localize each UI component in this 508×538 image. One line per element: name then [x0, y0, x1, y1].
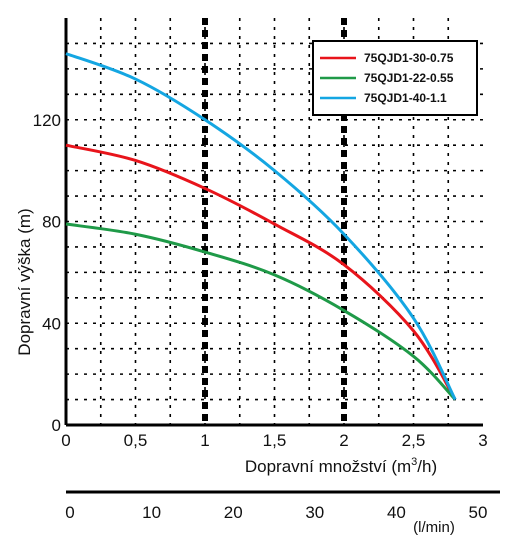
secondary-tick-label: 30 [305, 503, 324, 522]
secondary-tick-label: 40 [387, 503, 406, 522]
legend: 75QJD1-30-0.75 75QJD1-22-0.55 75QJD1-40-1.… [312, 40, 478, 116]
series-layer [65, 52, 457, 401]
y-tick-label: 120 [33, 111, 61, 130]
x-axis-title: Dopravní množství (m3/h) [245, 456, 437, 476]
x-tick-label: 2 [339, 431, 348, 450]
y-axis-title: Dopravní výška (m) [15, 208, 34, 355]
x-tick-labels: 0 0,5 1 1,5 2 2,5 3 [61, 431, 487, 450]
plot-frame [64, 18, 483, 427]
y-tick-label: 80 [42, 213, 61, 232]
series-line-75QJD1-30-0.75 [65, 143, 457, 401]
x-tick-label: 1,5 [263, 431, 287, 450]
legend-label: 75QJD1-22-0.55 [364, 71, 454, 85]
secondary-axis-unit: (l/min) [413, 519, 455, 536]
secondary-tick-label: 50 [469, 503, 488, 522]
secondary-tick-label: 20 [224, 503, 243, 522]
secondary-tick-label: 10 [142, 503, 161, 522]
x-tick-label: 3 [478, 431, 487, 450]
secondary-tick-label: 0 [65, 503, 74, 522]
x-axis-title-main: Dopravní množství (m [245, 457, 411, 476]
y-tick-label: 40 [42, 314, 61, 333]
highlight-lines [202, 18, 347, 425]
x-tick-label: 0 [61, 431, 70, 450]
x-tick-label: 2,5 [402, 431, 426, 450]
y-tick-label: 0 [52, 416, 61, 435]
x-axis-title-sup: 3 [411, 456, 417, 468]
x-tick-label: 0,5 [124, 431, 148, 450]
legend-label: 75QJD1-30-0.75 [364, 51, 454, 65]
series-line-75QJD1-40-1.1 [65, 52, 457, 401]
y-tick-labels: 0 40 80 120 [33, 111, 61, 435]
secondary-axis-ticks: 0 10 20 30 40 50 [65, 503, 487, 522]
series-line-75QJD1-22-0.55 [65, 222, 457, 401]
x-tick-label: 1 [200, 431, 209, 450]
x-axis-title-unit: /h) [417, 457, 437, 476]
legend-label: 75QJD1-40-1.1 [364, 91, 447, 105]
